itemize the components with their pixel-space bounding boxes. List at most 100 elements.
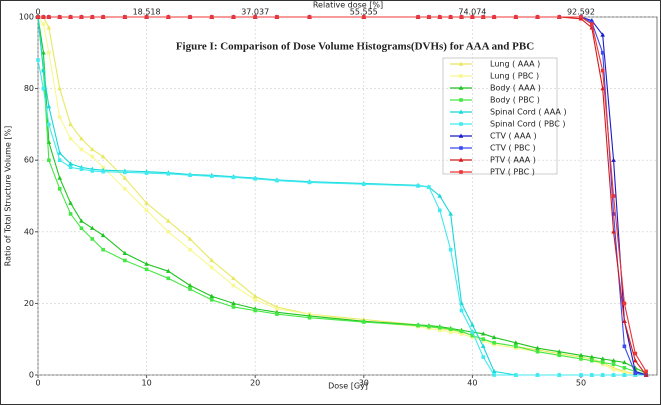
- marker: [231, 275, 236, 281]
- series-line: [38, 16, 647, 372]
- marker: [492, 340, 496, 345]
- marker: [275, 15, 279, 19]
- marker: [459, 329, 464, 334]
- marker: [633, 351, 638, 356]
- marker: [470, 333, 475, 338]
- marker: [253, 298, 257, 302]
- marker: [481, 15, 486, 19]
- marker: [557, 15, 562, 19]
- marker: [144, 261, 149, 266]
- marker: [438, 15, 442, 19]
- marker: [101, 165, 105, 170]
- marker: [643, 372, 649, 377]
- marker: [188, 173, 192, 178]
- marker: [514, 373, 518, 377]
- x2-tick-label: 74.074: [458, 8, 486, 17]
- marker: [68, 212, 73, 216]
- marker: [579, 357, 583, 361]
- marker: [589, 354, 595, 359]
- marker: [579, 373, 583, 377]
- x-tick-label: 10: [142, 379, 152, 388]
- marker: [480, 331, 486, 336]
- marker: [253, 308, 257, 313]
- marker: [611, 358, 616, 363]
- marker: [57, 86, 63, 91]
- marker: [556, 349, 562, 354]
- marker: [68, 161, 73, 166]
- marker: [166, 172, 171, 176]
- marker: [122, 250, 128, 255]
- marker: [427, 15, 431, 19]
- marker: [481, 337, 486, 341]
- marker: [209, 257, 215, 263]
- marker: [166, 15, 171, 19]
- marker: [101, 247, 105, 252]
- marker: [90, 15, 95, 19]
- marker: [622, 373, 627, 377]
- marker: [36, 15, 40, 19]
- x2-tick-label: 92.592: [567, 8, 595, 17]
- marker: [101, 15, 105, 19]
- x-tick-label: 30: [359, 379, 369, 388]
- marker: [41, 22, 46, 26]
- marker: [470, 330, 475, 334]
- marker: [600, 51, 605, 55]
- marker: [166, 268, 171, 273]
- marker: [437, 193, 443, 198]
- legend-label: Body ( AAA ): [490, 84, 541, 93]
- marker: [514, 344, 518, 349]
- marker: [187, 236, 193, 241]
- marker: [123, 15, 127, 19]
- marker: [427, 185, 431, 189]
- marker: [448, 211, 453, 216]
- legend-marker: [459, 146, 463, 150]
- marker: [47, 158, 51, 162]
- marker: [90, 154, 95, 159]
- marker: [209, 265, 214, 270]
- x2-tick-label: 55.555: [350, 8, 378, 17]
- marker: [47, 51, 51, 55]
- marker: [57, 150, 63, 155]
- marker: [68, 165, 73, 170]
- legend-label: CTV ( AAA ): [490, 132, 537, 141]
- legend-marker: [459, 170, 463, 174]
- x2-tick-label: 0: [35, 8, 40, 17]
- marker: [253, 15, 257, 19]
- marker: [68, 136, 73, 141]
- marker: [275, 178, 279, 183]
- marker: [47, 15, 51, 19]
- marker: [187, 283, 193, 288]
- marker: [47, 122, 51, 127]
- marker: [481, 355, 486, 359]
- marker: [611, 229, 616, 234]
- marker: [600, 356, 606, 361]
- marker: [209, 15, 214, 19]
- marker: [622, 366, 627, 370]
- marker: [459, 332, 464, 336]
- marker: [438, 328, 442, 333]
- marker: [90, 169, 95, 173]
- marker: [79, 167, 84, 171]
- marker: [231, 305, 236, 309]
- series-line: [37, 16, 647, 375]
- marker: [144, 200, 149, 205]
- marker: [57, 187, 62, 191]
- marker: [166, 276, 171, 281]
- marker: [41, 15, 46, 19]
- marker: [79, 136, 84, 141]
- marker: [557, 353, 562, 358]
- marker: [535, 15, 540, 19]
- marker: [209, 298, 214, 302]
- marker: [79, 226, 84, 231]
- marker: [68, 200, 73, 205]
- marker: [622, 359, 627, 365]
- marker: [448, 327, 453, 331]
- x-tick-label: 50: [576, 379, 586, 388]
- marker: [622, 344, 627, 349]
- series-line: [37, 16, 647, 374]
- marker: [231, 283, 236, 288]
- marker: [513, 340, 519, 345]
- marker: [492, 15, 496, 19]
- legend-label: Spinal Cord ( PBC ): [490, 120, 565, 129]
- marker: [448, 330, 453, 334]
